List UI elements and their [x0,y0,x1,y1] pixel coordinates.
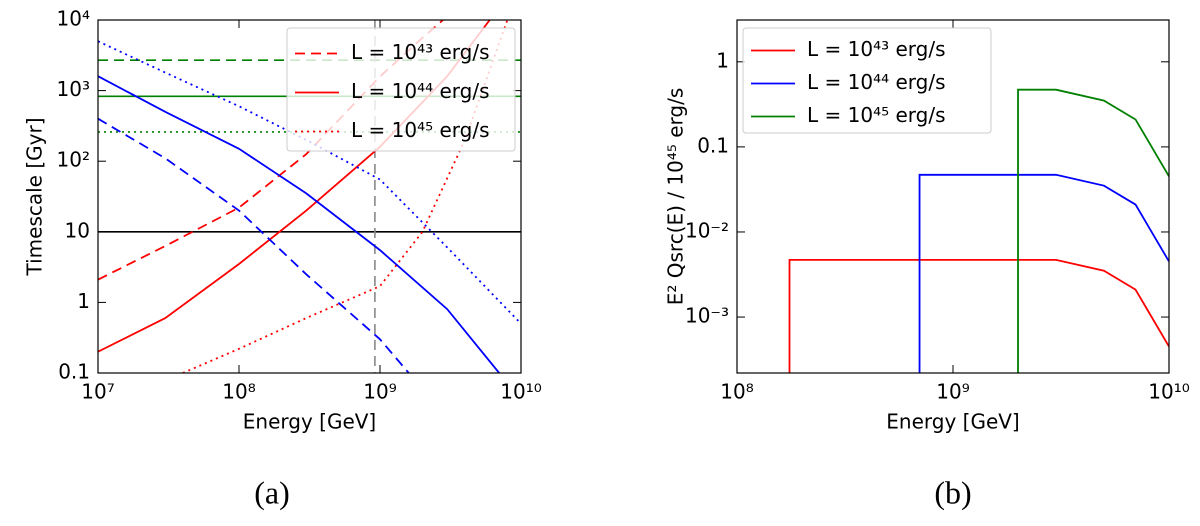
x-tick-label: 10¹⁰ [1148,380,1189,404]
series-line [98,75,500,373]
legend-label: L = 10⁴³ erg/s [351,40,490,64]
legend-label: L = 10⁴⁵ erg/s [807,103,946,127]
caption: (a) [254,474,290,510]
series-line [98,117,410,373]
y-tick-label: 1 [77,289,90,313]
series-line [788,258,1169,373]
x-tick-label: 10⁸ [222,380,255,404]
axes-frame [97,19,522,374]
y-axis-label: Timescale [Gyr] [23,118,47,277]
plot-area [788,88,1169,373]
legend-label: L = 10⁴⁵ erg/s [351,118,490,142]
x-axis-label: Energy [GeV] [243,410,376,434]
y-tick-label: 0.1 [697,133,729,157]
legend-label: L = 10⁴⁴ erg/s [807,70,946,94]
series-line [1017,88,1169,373]
legend-label: L = 10⁴³ erg/s [807,37,946,61]
x-axis-label: Energy [GeV] [886,410,1019,434]
x-tick-label: 10⁹ [363,380,396,404]
x-tick-label: 10¹⁰ [500,380,541,404]
series-line [98,40,521,325]
y-tick-label: 1 [716,48,729,72]
x-tick-label: 10⁹ [936,380,969,404]
x-tick-label: 10⁷ [81,380,114,404]
y-tick-label: 10 [65,218,90,242]
y-tick-label: 10³ [57,77,90,101]
caption: (b) [934,474,971,510]
y-tick-label: 10⁻³ [685,304,729,328]
y-tick-label: 10² [57,148,90,172]
y-tick-label: 0.1 [58,360,90,384]
legend-label: L = 10⁴⁴ erg/s [351,79,490,103]
series-line [918,173,1169,373]
legend-box [286,27,516,152]
y-tick-label: 10⁻² [685,218,729,242]
y-tick-label: 10⁴ [57,7,90,31]
legend-box [742,27,992,134]
x-tick-label: 10⁸ [720,380,753,404]
y-axis-label: E² Qsrc(E) / 10⁴⁵ erg/s [664,88,688,306]
